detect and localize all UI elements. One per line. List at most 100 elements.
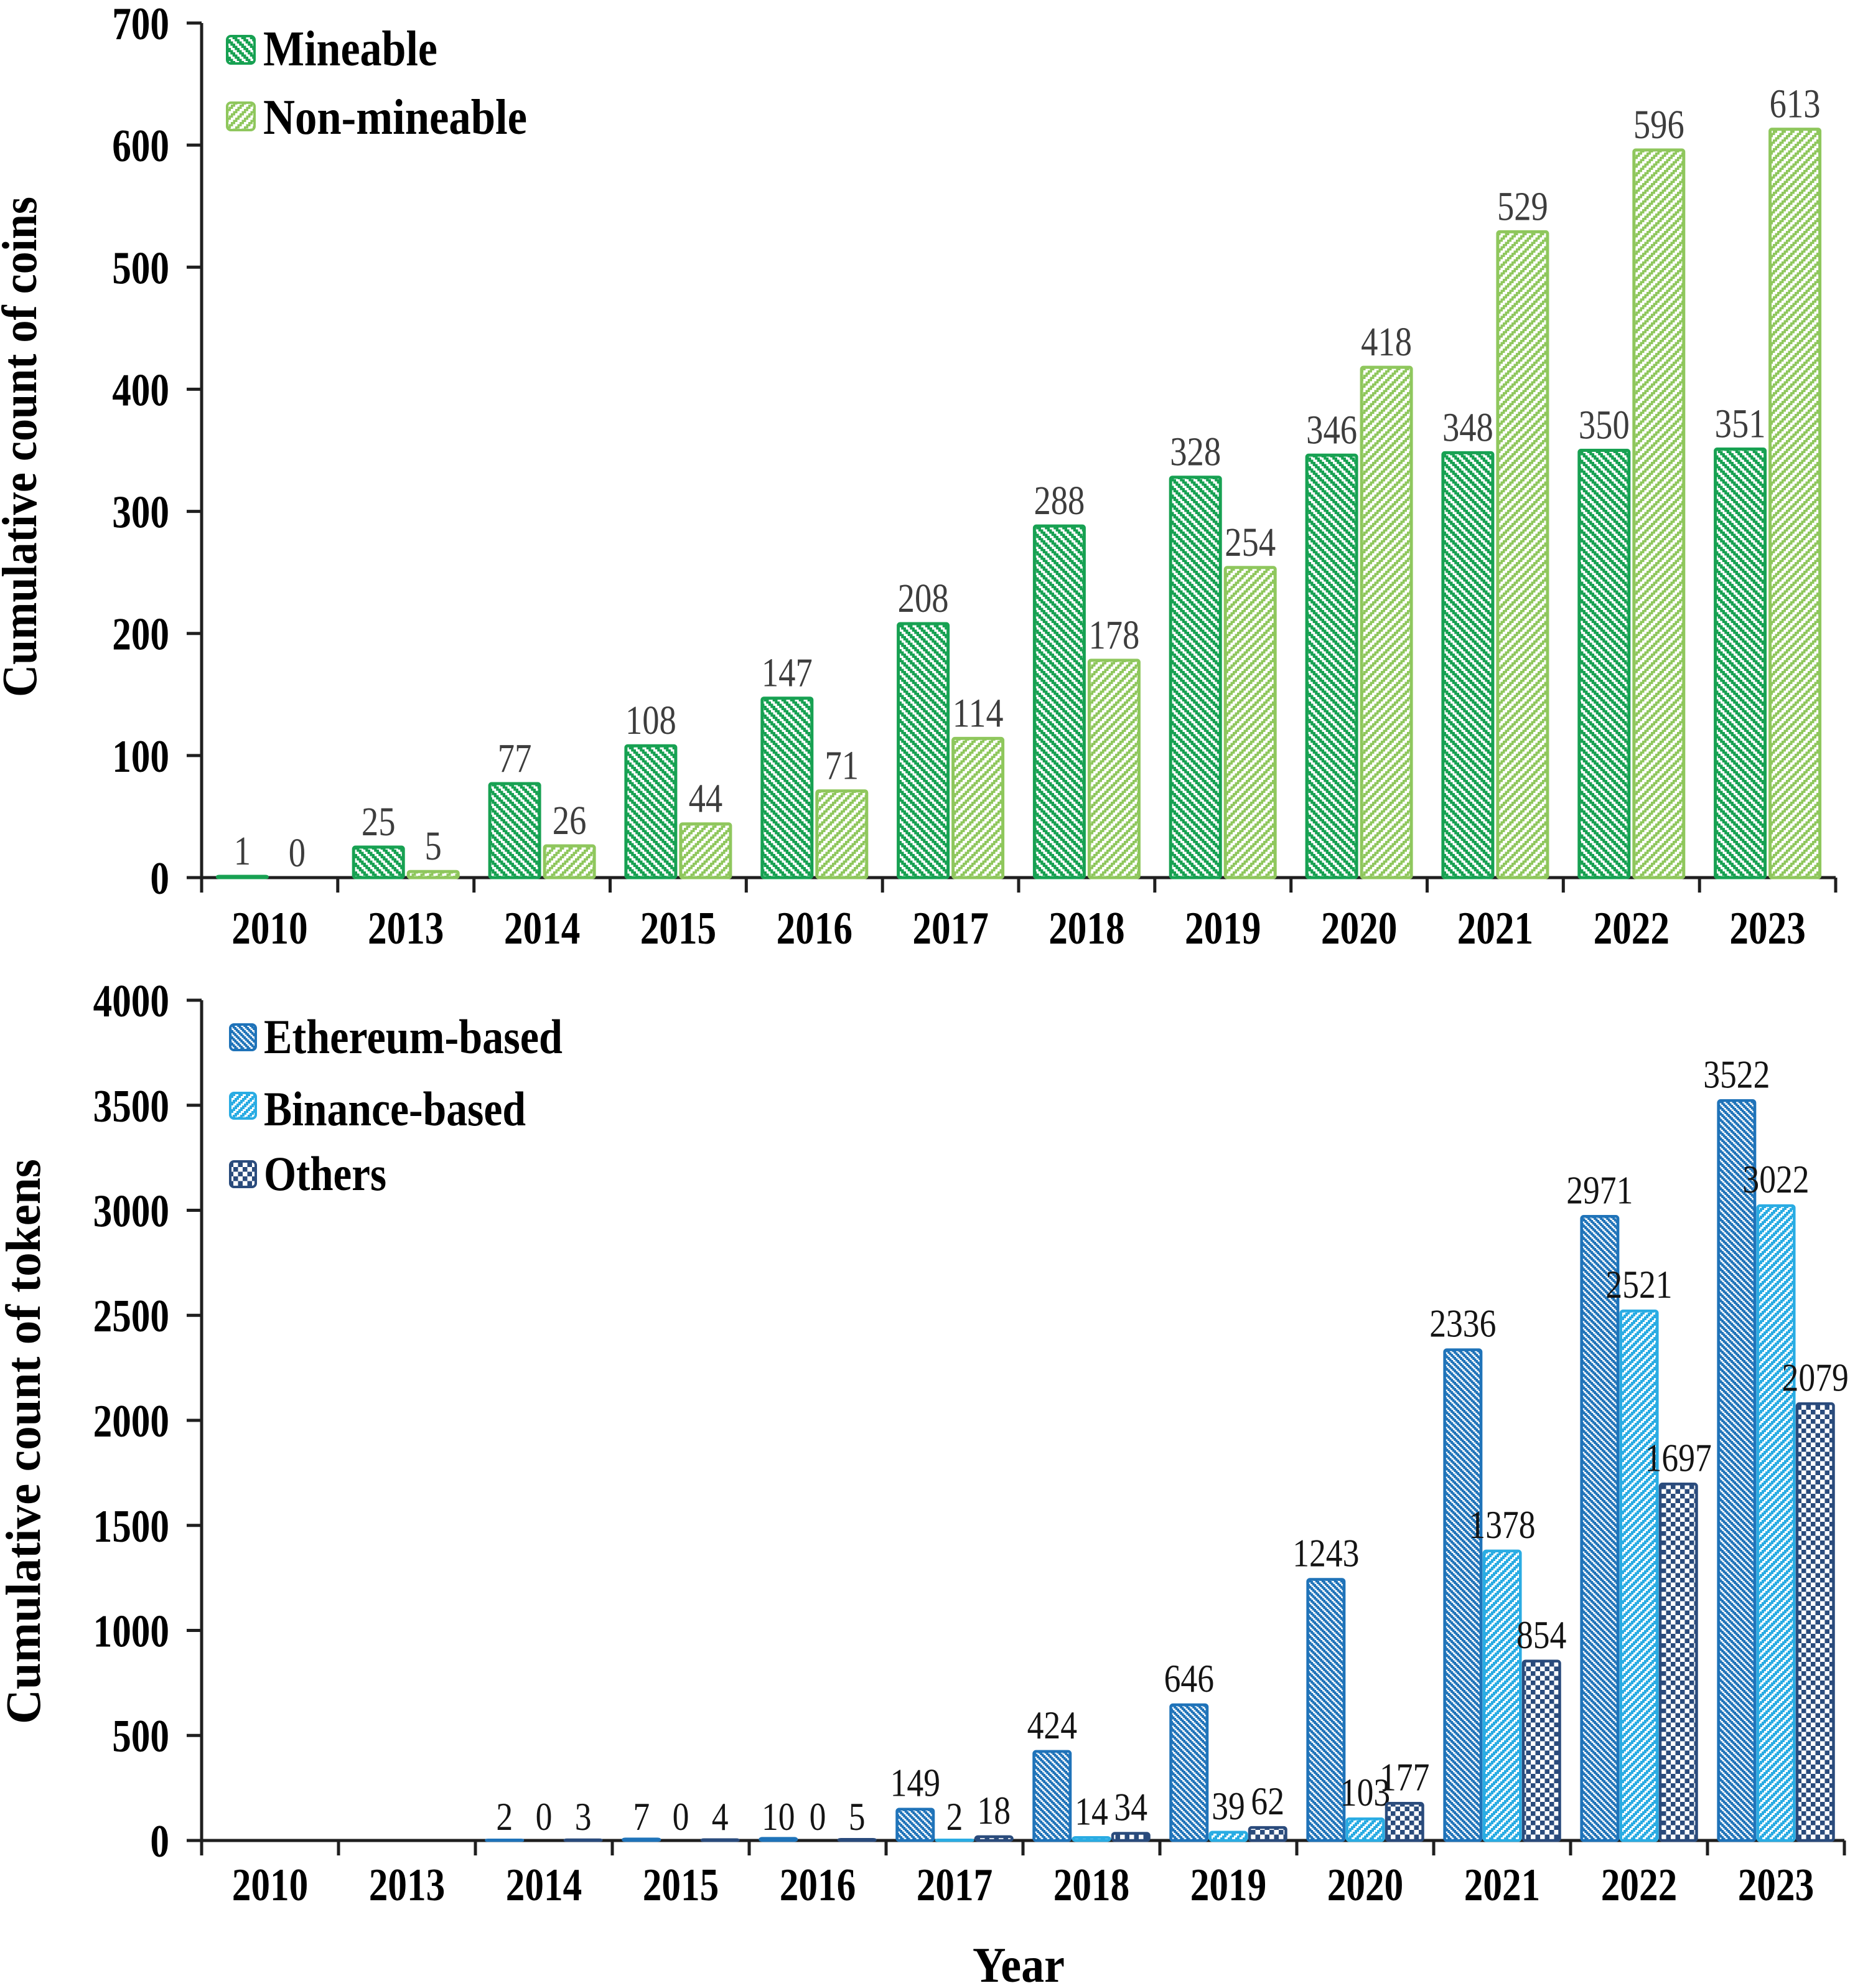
svg-text:3022: 3022 — [1742, 1157, 1809, 1201]
svg-text:2010: 2010 — [231, 903, 307, 954]
svg-text:25: 25 — [362, 799, 396, 845]
svg-text:2020: 2020 — [1321, 903, 1397, 954]
svg-text:2023: 2023 — [1729, 903, 1805, 954]
svg-text:7: 7 — [633, 1794, 650, 1839]
svg-text:1500: 1500 — [93, 1501, 169, 1552]
svg-text:26: 26 — [553, 798, 587, 843]
svg-text:596: 596 — [1633, 102, 1684, 148]
svg-text:0: 0 — [289, 830, 306, 876]
svg-text:2015: 2015 — [643, 1860, 719, 1911]
svg-text:613: 613 — [1770, 82, 1821, 127]
svg-text:2500: 2500 — [93, 1291, 169, 1342]
svg-text:39: 39 — [1212, 1784, 1245, 1828]
svg-text:149: 149 — [890, 1761, 940, 1805]
svg-text:2: 2 — [946, 1794, 963, 1839]
svg-text:Others: Others — [264, 1146, 386, 1201]
svg-text:2014: 2014 — [504, 903, 580, 954]
svg-text:2000: 2000 — [93, 1396, 169, 1447]
svg-text:254: 254 — [1225, 520, 1276, 565]
svg-text:Cumulative count of coins: Cumulative count of coins — [0, 197, 47, 697]
svg-text:34: 34 — [1114, 1785, 1147, 1829]
svg-text:200: 200 — [112, 609, 169, 660]
svg-text:646: 646 — [1164, 1656, 1214, 1700]
svg-text:2021: 2021 — [1457, 903, 1533, 954]
svg-text:10: 10 — [762, 1794, 795, 1839]
svg-text:108: 108 — [625, 698, 676, 743]
svg-text:500: 500 — [112, 243, 169, 294]
svg-text:2015: 2015 — [640, 903, 716, 954]
svg-text:348: 348 — [1442, 405, 1493, 450]
svg-text:5: 5 — [425, 823, 442, 869]
svg-text:1000: 1000 — [93, 1606, 169, 1657]
svg-text:Year: Year — [973, 1938, 1065, 1988]
svg-text:2021: 2021 — [1464, 1860, 1540, 1911]
svg-text:2022: 2022 — [1601, 1860, 1677, 1911]
svg-text:328: 328 — [1170, 429, 1221, 475]
svg-text:147: 147 — [762, 650, 813, 696]
svg-text:2016: 2016 — [777, 903, 852, 954]
svg-text:2018: 2018 — [1053, 1860, 1129, 1911]
svg-text:2971: 2971 — [1566, 1168, 1633, 1212]
svg-text:2013: 2013 — [368, 903, 444, 954]
svg-text:0: 0 — [810, 1794, 826, 1839]
svg-text:346: 346 — [1306, 407, 1357, 452]
svg-text:2020: 2020 — [1327, 1860, 1403, 1911]
svg-text:2: 2 — [496, 1794, 513, 1839]
svg-text:44: 44 — [689, 776, 723, 822]
svg-text:114: 114 — [953, 690, 1004, 736]
svg-text:2079: 2079 — [1782, 1355, 1849, 1399]
svg-text:1243: 1243 — [1292, 1531, 1359, 1575]
svg-text:350: 350 — [1579, 403, 1630, 448]
svg-text:2336: 2336 — [1429, 1301, 1496, 1346]
svg-text:100: 100 — [112, 731, 169, 782]
svg-text:208: 208 — [898, 576, 949, 621]
svg-text:177: 177 — [1380, 1755, 1429, 1799]
svg-text:Binance-based: Binance-based — [264, 1082, 526, 1136]
svg-text:0: 0 — [150, 853, 169, 904]
svg-text:Cumulative count of tokens: Cumulative count of tokens — [0, 1159, 51, 1724]
svg-text:3522: 3522 — [1703, 1052, 1770, 1096]
svg-text:2017: 2017 — [917, 1860, 993, 1911]
svg-text:Ethereum-based: Ethereum-based — [264, 1010, 563, 1064]
svg-text:500: 500 — [112, 1711, 169, 1762]
svg-text:178: 178 — [1088, 612, 1139, 658]
svg-text:4000: 4000 — [93, 976, 169, 1027]
svg-text:4: 4 — [712, 1794, 729, 1839]
svg-text:529: 529 — [1497, 184, 1548, 229]
svg-text:288: 288 — [1034, 478, 1085, 523]
svg-text:77: 77 — [498, 736, 532, 781]
svg-text:854: 854 — [1516, 1613, 1566, 1657]
svg-text:Non-mineable: Non-mineable — [263, 90, 527, 145]
svg-text:3: 3 — [575, 1794, 592, 1839]
svg-text:1697: 1697 — [1645, 1435, 1712, 1479]
svg-text:2010: 2010 — [232, 1860, 308, 1911]
svg-text:103: 103 — [1340, 1770, 1390, 1814]
svg-text:700: 700 — [112, 0, 169, 50]
svg-text:0: 0 — [536, 1794, 553, 1839]
svg-text:14: 14 — [1075, 1789, 1108, 1833]
svg-text:2013: 2013 — [369, 1860, 445, 1911]
svg-text:2016: 2016 — [780, 1860, 856, 1911]
svg-text:3000: 3000 — [93, 1186, 169, 1237]
svg-text:2017: 2017 — [912, 903, 988, 954]
svg-text:418: 418 — [1361, 319, 1412, 365]
svg-text:18: 18 — [977, 1788, 1011, 1832]
svg-text:0: 0 — [150, 1816, 169, 1867]
svg-text:600: 600 — [112, 121, 169, 172]
svg-text:Mineable: Mineable — [263, 22, 437, 77]
svg-text:2022: 2022 — [1594, 903, 1670, 954]
svg-text:2014: 2014 — [506, 1860, 582, 1911]
svg-text:2019: 2019 — [1190, 1860, 1266, 1911]
svg-text:62: 62 — [1251, 1779, 1284, 1823]
svg-text:300: 300 — [112, 487, 169, 538]
svg-text:400: 400 — [112, 365, 169, 416]
svg-text:424: 424 — [1027, 1703, 1077, 1747]
svg-text:0: 0 — [673, 1794, 689, 1839]
svg-text:1: 1 — [234, 828, 251, 874]
svg-text:2018: 2018 — [1049, 903, 1124, 954]
svg-text:71: 71 — [825, 743, 859, 789]
svg-text:1378: 1378 — [1469, 1503, 1535, 1547]
svg-text:2019: 2019 — [1185, 903, 1261, 954]
svg-text:2023: 2023 — [1738, 1860, 1814, 1911]
svg-text:2521: 2521 — [1605, 1262, 1672, 1306]
